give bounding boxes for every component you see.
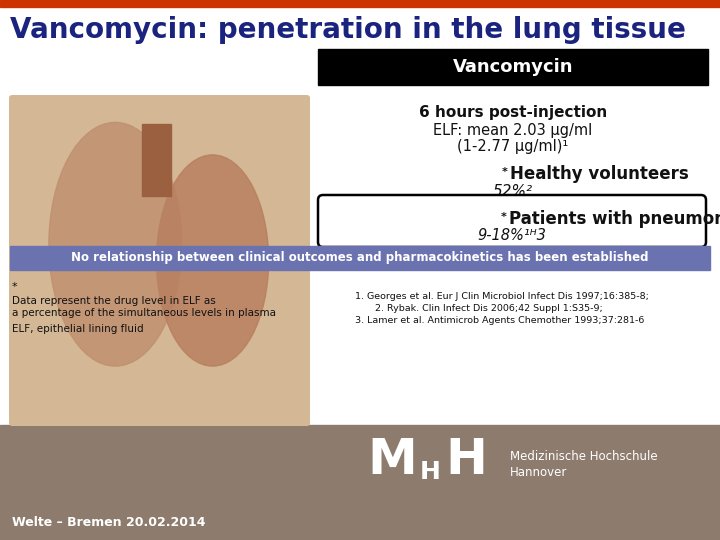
Text: Welte – Bremen 20.02.2014: Welte – Bremen 20.02.2014 — [12, 516, 205, 529]
Text: *: * — [502, 167, 508, 177]
Text: 3. Lamer et al. Antimicrob Agents Chemother 1993;37:281-6: 3. Lamer et al. Antimicrob Agents Chemot… — [355, 316, 644, 325]
Bar — [142, 124, 171, 195]
FancyBboxPatch shape — [9, 95, 310, 426]
Text: Patients with pneumonia: Patients with pneumonia — [509, 210, 720, 228]
Text: Hannover: Hannover — [510, 465, 567, 478]
Text: H: H — [445, 436, 487, 484]
Text: 6 hours post-injection: 6 hours post-injection — [419, 105, 607, 119]
Text: 1. Georges et al. Eur J Clin Microbiol Infect Dis 1997;16:385-8;: 1. Georges et al. Eur J Clin Microbiol I… — [355, 292, 649, 301]
Text: ELF, epithelial lining fluid: ELF, epithelial lining fluid — [12, 324, 143, 334]
FancyBboxPatch shape — [318, 195, 706, 247]
Text: M: M — [367, 436, 417, 484]
Text: 2. Rybak. Clin Infect Dis 2006;42 Suppl 1:S35-9;: 2. Rybak. Clin Infect Dis 2006;42 Suppl … — [375, 304, 603, 313]
Text: 52%²: 52%² — [493, 184, 533, 199]
Text: Medizinische Hochschule: Medizinische Hochschule — [510, 449, 657, 462]
Text: a percentage of the simultaneous levels in plasma: a percentage of the simultaneous levels … — [12, 308, 276, 318]
Text: H: H — [420, 460, 441, 484]
Text: Vancomycin: Vancomycin — [453, 58, 573, 76]
Bar — [0, 0, 720, 7]
Text: *: * — [501, 212, 507, 222]
Text: *: * — [12, 282, 17, 292]
Text: (1-2.77 μg/ml)¹: (1-2.77 μg/ml)¹ — [457, 138, 569, 153]
Text: No relationship between clinical outcomes and pharmacokinetics has been establis: No relationship between clinical outcome… — [71, 252, 649, 265]
Bar — [0, 425, 720, 540]
Text: Data represent the drug level in ELF as: Data represent the drug level in ELF as — [12, 296, 216, 306]
Ellipse shape — [156, 155, 269, 366]
Bar — [10, 246, 710, 270]
Text: 9-18%¹ᵸ3: 9-18%¹ᵸ3 — [477, 227, 546, 242]
Text: ELF: mean 2.03 μg/ml: ELF: mean 2.03 μg/ml — [433, 123, 593, 138]
Text: Vancomycin: penetration in the lung tissue: Vancomycin: penetration in the lung tiss… — [10, 16, 686, 44]
Bar — [318, 49, 708, 85]
Text: Healthy volunteers: Healthy volunteers — [510, 165, 689, 183]
Ellipse shape — [49, 123, 181, 366]
